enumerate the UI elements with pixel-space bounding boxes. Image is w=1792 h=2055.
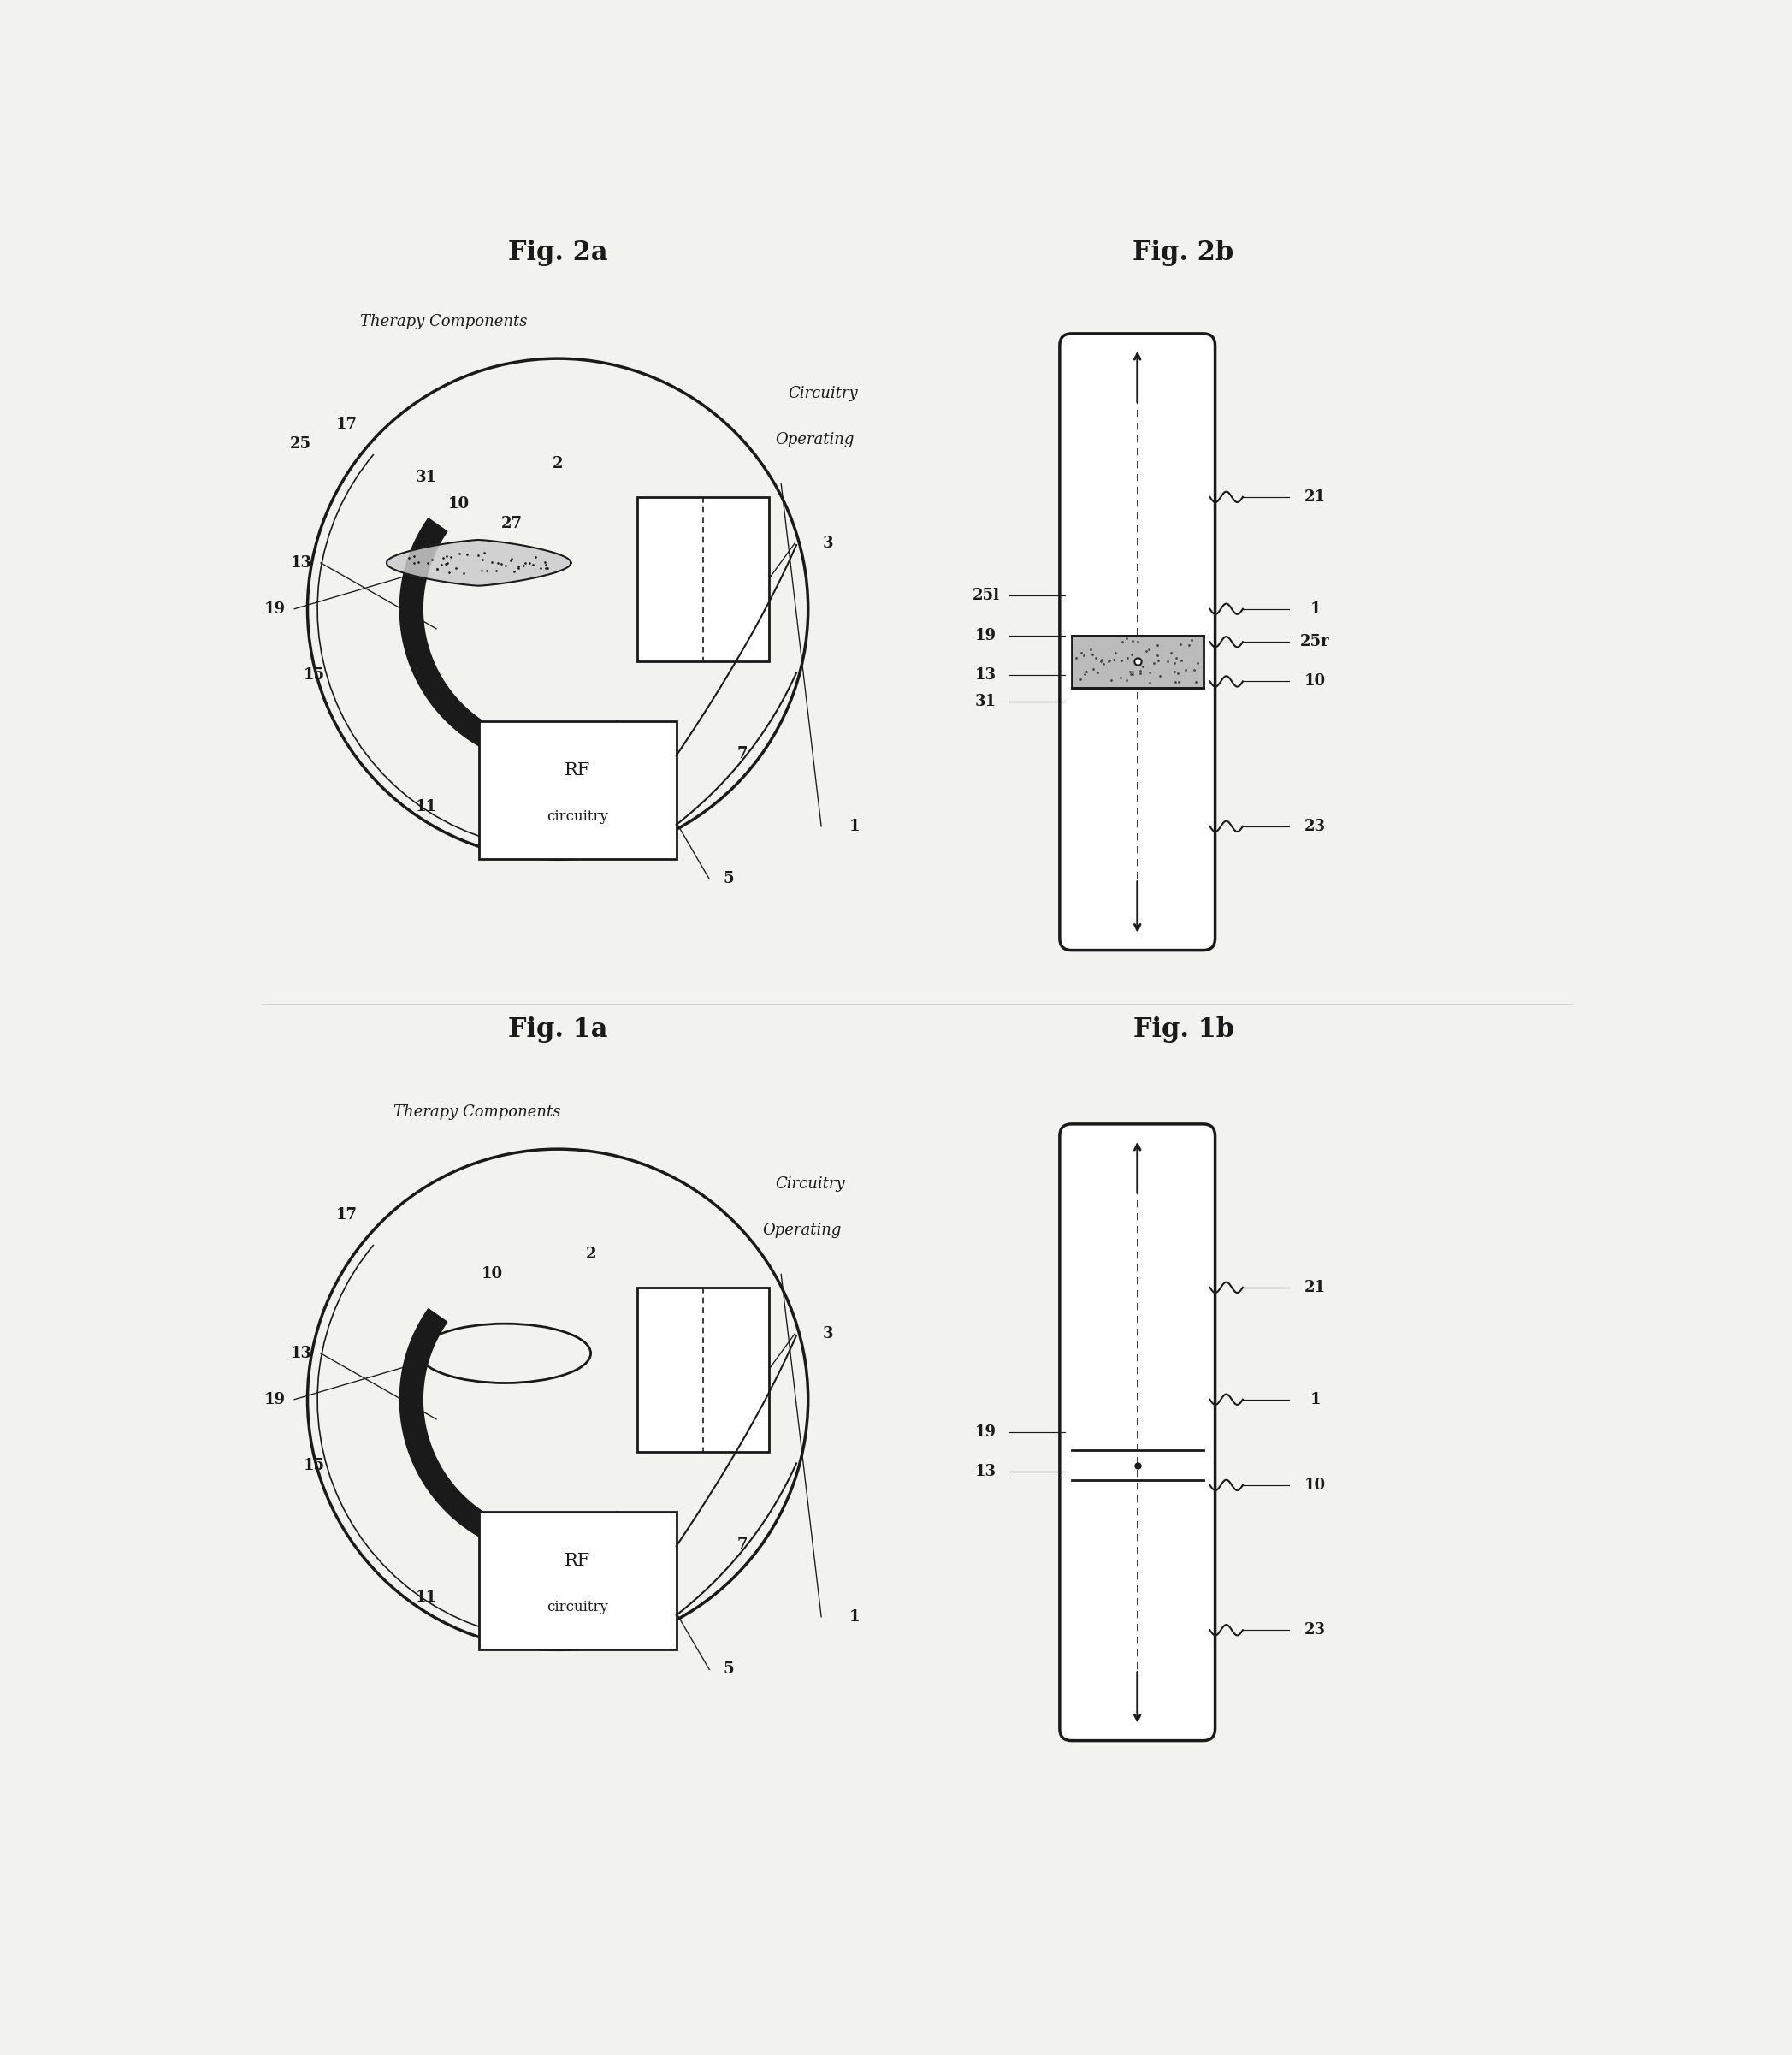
Text: Fig. 1a: Fig. 1a (507, 1017, 607, 1044)
Text: 25: 25 (290, 436, 312, 452)
FancyBboxPatch shape (1059, 333, 1215, 949)
Text: Operating: Operating (776, 432, 855, 448)
Text: 1: 1 (849, 1609, 860, 1626)
Text: 13: 13 (975, 1465, 996, 1480)
Text: 3: 3 (823, 1325, 833, 1342)
Text: 13: 13 (290, 1346, 312, 1360)
Text: Therapy Components: Therapy Components (392, 1104, 561, 1120)
Text: 31: 31 (975, 693, 996, 709)
Polygon shape (387, 540, 572, 586)
Text: 7: 7 (737, 746, 747, 762)
Text: 7: 7 (737, 1537, 747, 1552)
Text: Fig. 1b: Fig. 1b (1133, 1017, 1235, 1044)
Text: Circuitry: Circuitry (776, 1178, 846, 1192)
Text: 25r: 25r (1301, 635, 1330, 649)
Text: 3: 3 (823, 536, 833, 551)
Text: RF: RF (564, 1554, 591, 1568)
Text: 23: 23 (1305, 818, 1326, 834)
Text: 13: 13 (975, 668, 996, 682)
Text: 21: 21 (1305, 489, 1326, 506)
Text: 5: 5 (724, 871, 735, 886)
Text: 19: 19 (975, 627, 996, 643)
Bar (1072, 635, 1202, 688)
Text: 1: 1 (849, 818, 860, 834)
Text: 10: 10 (482, 1266, 504, 1282)
FancyBboxPatch shape (1059, 1124, 1215, 1741)
Text: 2: 2 (552, 456, 563, 473)
Text: 31: 31 (416, 469, 437, 485)
Text: 19: 19 (263, 602, 285, 616)
Text: circuitry: circuitry (547, 810, 607, 824)
Text: 25l: 25l (973, 588, 1000, 604)
Text: 27: 27 (502, 516, 523, 530)
Text: 11: 11 (416, 799, 437, 814)
Text: 17: 17 (337, 1206, 358, 1223)
Bar (636, 497, 769, 662)
Text: 15: 15 (303, 1457, 324, 1473)
Bar (478, 1510, 676, 1650)
Text: circuitry: circuitry (547, 1599, 607, 1615)
Text: 1: 1 (1310, 1391, 1321, 1408)
Text: Operating: Operating (762, 1223, 840, 1239)
Polygon shape (400, 518, 547, 767)
Text: 23: 23 (1305, 1621, 1326, 1638)
Text: 10: 10 (1305, 674, 1326, 688)
Text: Fig. 2a: Fig. 2a (507, 238, 607, 265)
Text: 5: 5 (724, 1662, 735, 1677)
Text: Circuitry: Circuitry (788, 386, 858, 401)
Text: Fig. 2b: Fig. 2b (1133, 238, 1235, 265)
Text: 19: 19 (975, 1424, 996, 1441)
Bar (478, 721, 676, 859)
Text: 11: 11 (416, 1589, 437, 1605)
Text: 21: 21 (1305, 1280, 1326, 1295)
Text: 13: 13 (290, 555, 312, 571)
Text: 10: 10 (448, 495, 470, 512)
Text: 2: 2 (586, 1247, 597, 1262)
Bar (636, 1286, 769, 1453)
Text: 19: 19 (263, 1391, 285, 1408)
Text: 10: 10 (1305, 1478, 1326, 1492)
Text: RF: RF (564, 762, 591, 779)
Text: Therapy Components: Therapy Components (360, 314, 527, 329)
Text: 1: 1 (1310, 602, 1321, 616)
Text: 17: 17 (337, 417, 358, 432)
Text: 15: 15 (303, 668, 324, 682)
Polygon shape (400, 1309, 547, 1558)
